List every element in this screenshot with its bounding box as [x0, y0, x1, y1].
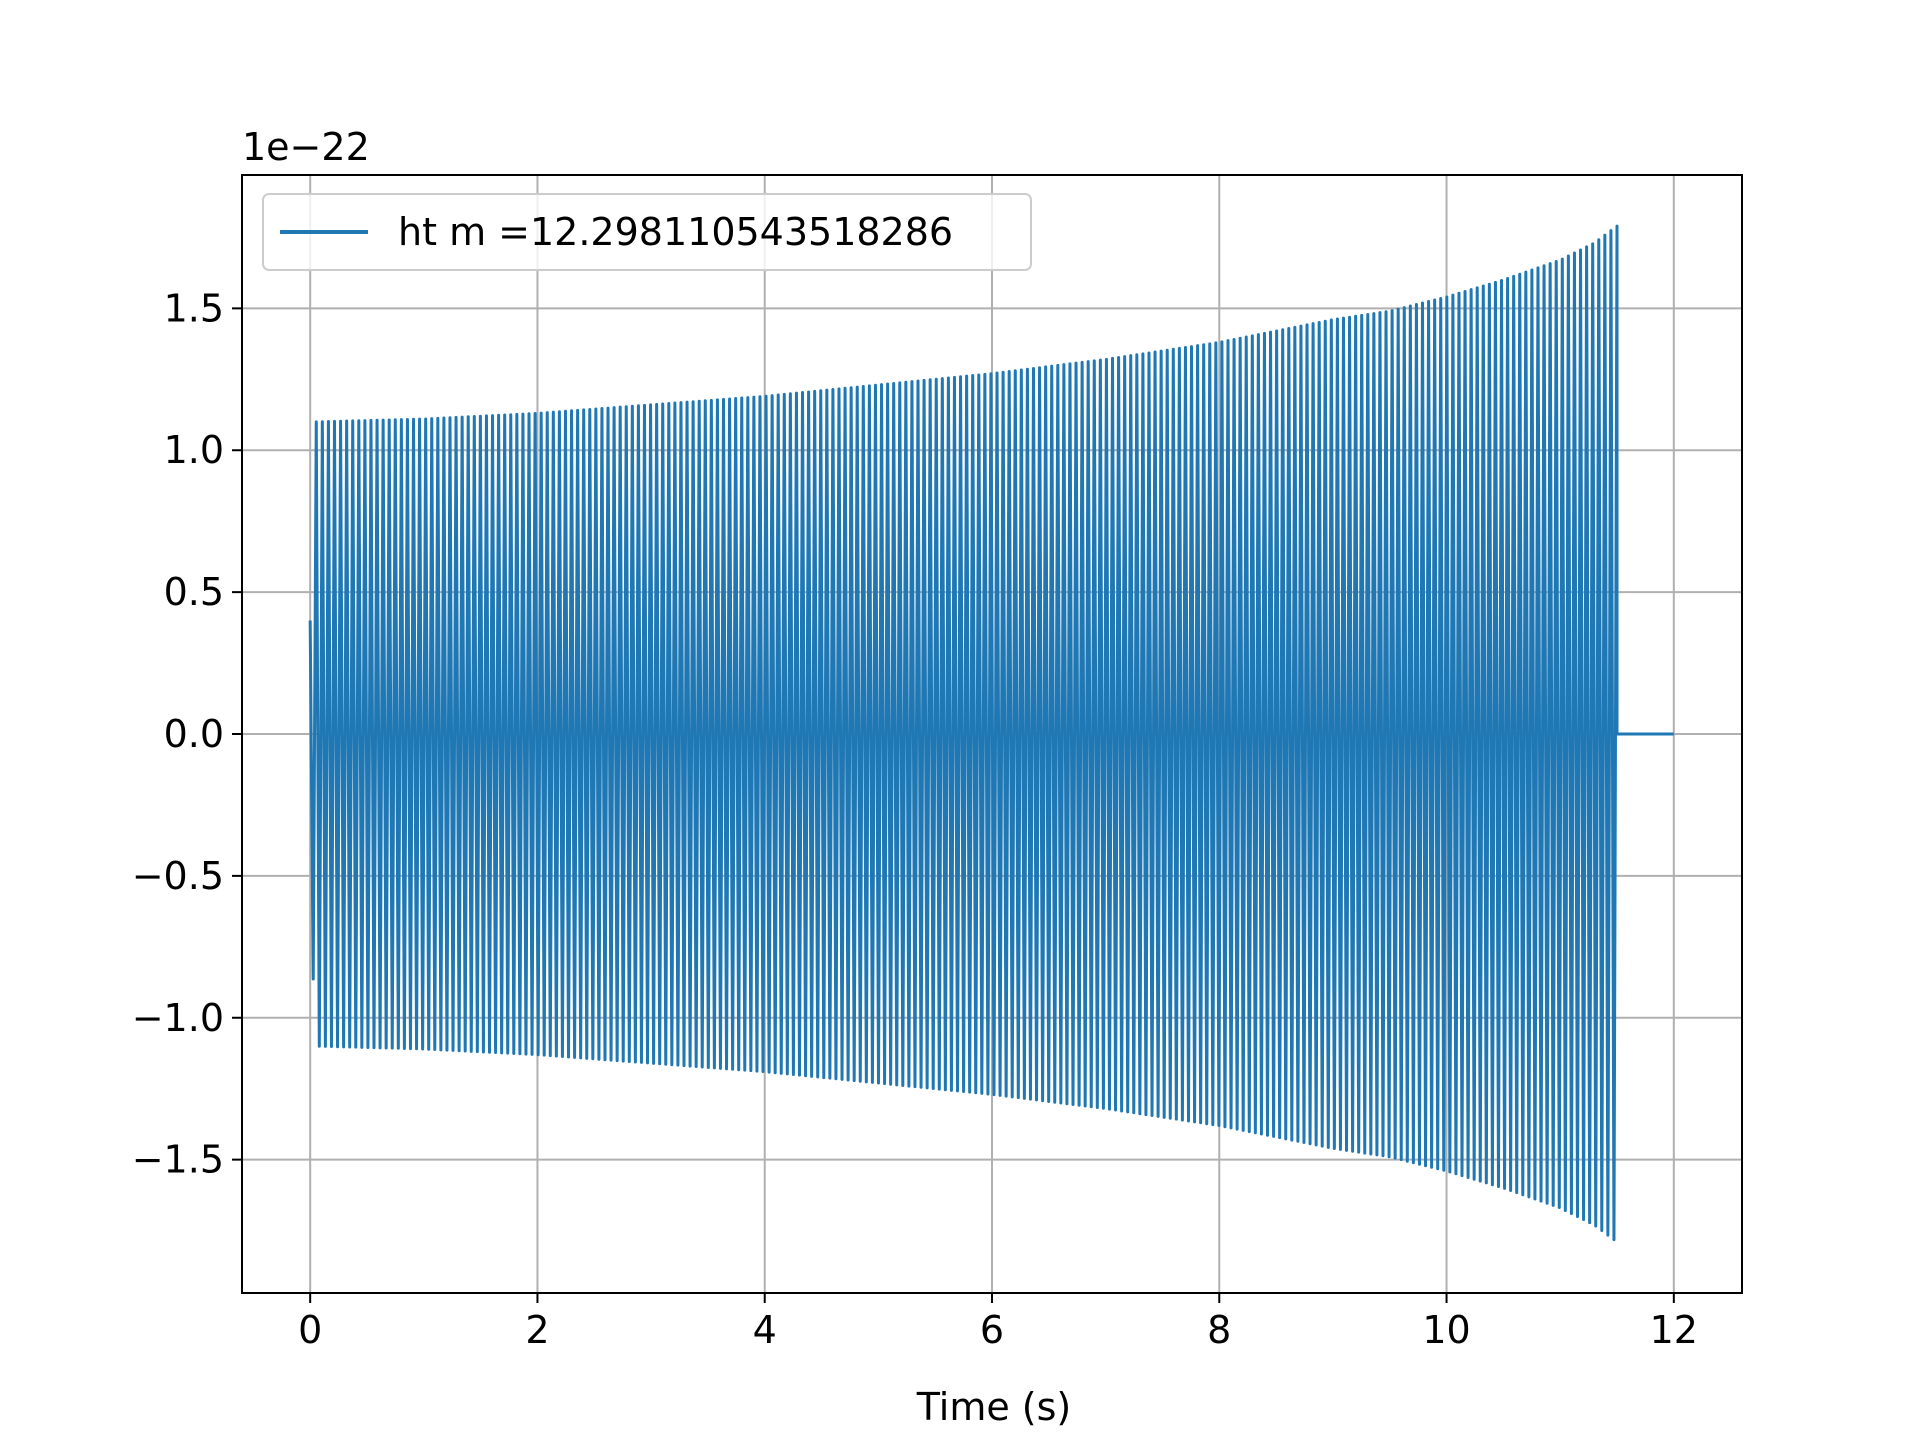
y-tick-label: 0.0: [164, 712, 224, 756]
x-tick-label: 12: [1650, 1308, 1698, 1352]
axis-ticks: 0 2 4 6 8 10 12 −1.5 −1.0 −0.5 0.0 0.5 1.0 1.5: [132, 286, 1698, 1352]
x-tick-label: 4: [753, 1308, 777, 1352]
y-tick-label: −0.5: [132, 854, 224, 898]
series-layer: [308, 224, 1674, 1242]
y-tick-label: −1.0: [132, 996, 224, 1040]
x-tick-label: 8: [1207, 1308, 1231, 1352]
legend-box: [262, 193, 1032, 271]
x-axis-label: Time (s): [916, 1385, 1072, 1429]
y-tick-label: 0.5: [164, 570, 224, 614]
legend: ht m =12.298110543518286: [262, 193, 1032, 271]
y-tick-label: 1.5: [164, 286, 224, 330]
series-line: [308, 224, 1674, 1242]
x-tick-label: 10: [1422, 1308, 1470, 1352]
legend-label: ht m =12.298110543518286: [398, 210, 953, 254]
x-tick-label: 0: [298, 1308, 322, 1352]
y-tick-label: 1.0: [164, 428, 224, 472]
x-tick-label: 6: [980, 1308, 1004, 1352]
y-tick-label: −1.5: [132, 1138, 224, 1182]
y-offset-label: 1e−22: [242, 125, 370, 169]
x-tick-label: 2: [525, 1308, 549, 1352]
